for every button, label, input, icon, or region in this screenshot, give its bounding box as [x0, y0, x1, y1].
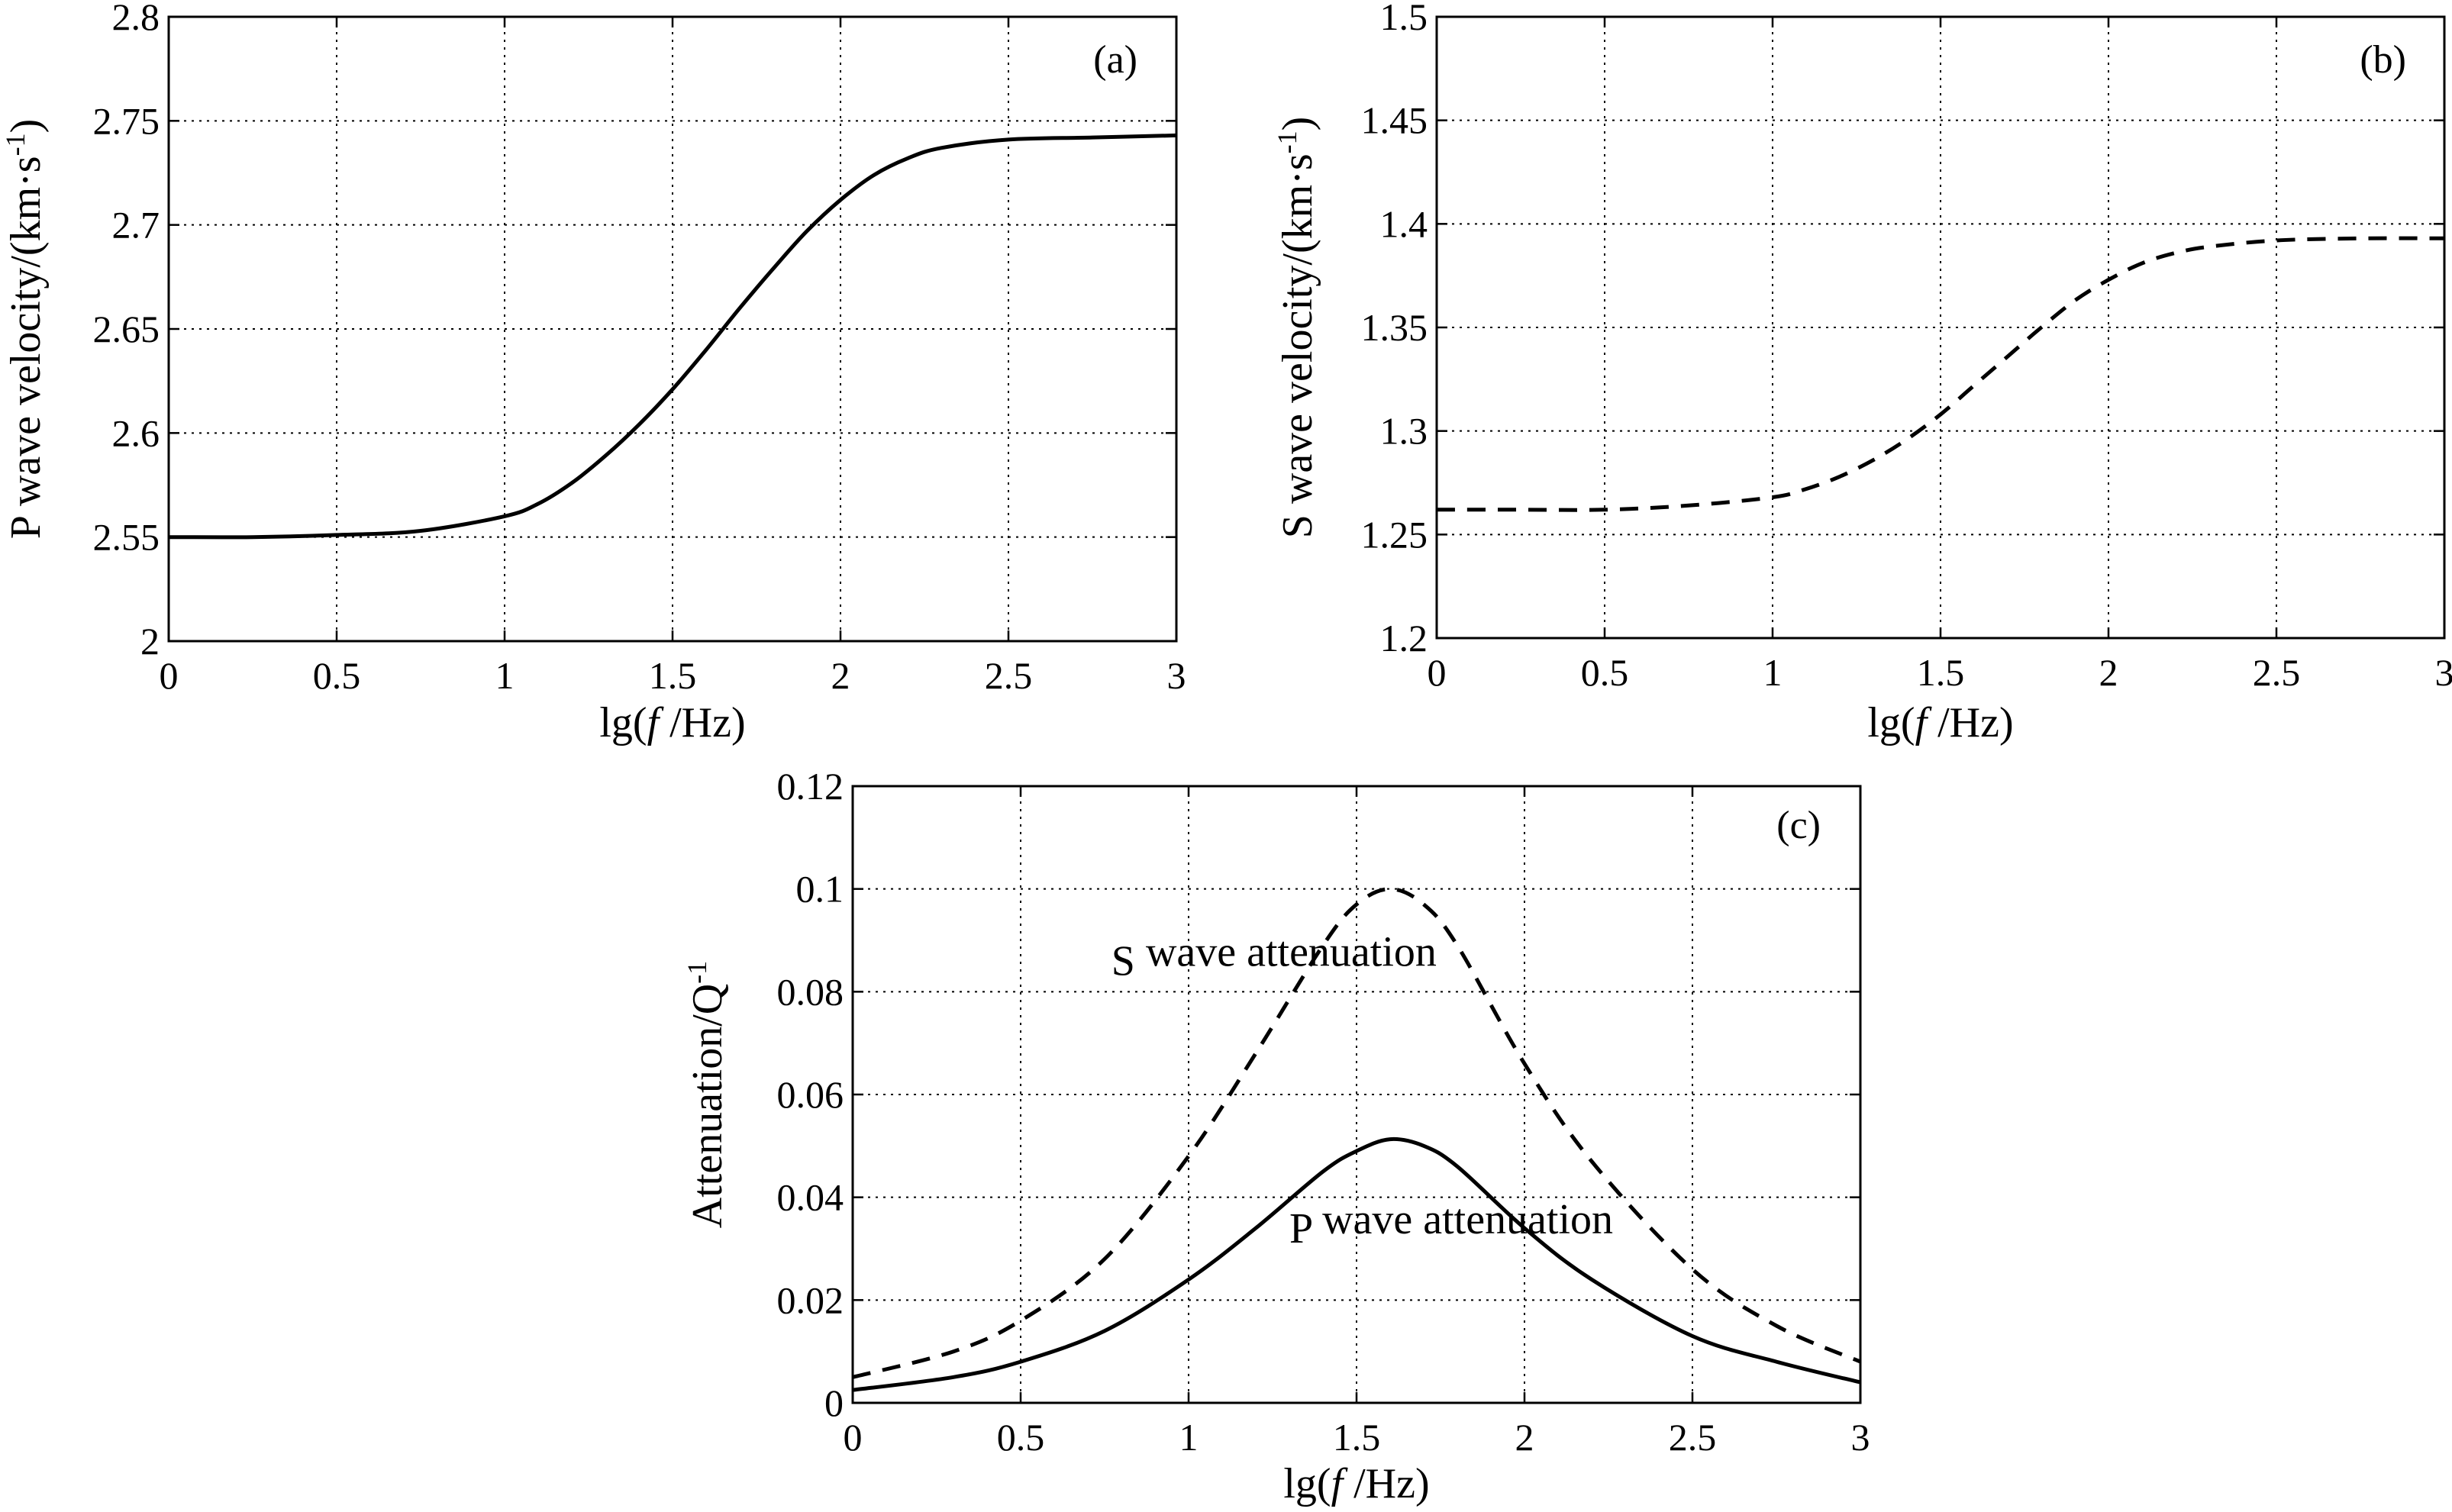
panel-a-frame [167, 15, 1178, 643]
panel-c-tag: (c) [1776, 804, 1821, 847]
panel-a-xtick-label: 0.5 [313, 654, 361, 697]
panel-c-ytick-label: 0.04 [777, 1176, 844, 1219]
panel-b-series-s-wave-velocity [1437, 236, 2445, 512]
panel-b-xtick-label: 1.5 [1917, 651, 1965, 694]
panel-c-series-p-wave-attenuation [852, 1136, 1861, 1392]
panel-b-xtick-label: 0.5 [1581, 651, 1629, 694]
panel-c-xtick-label: 0 [844, 1416, 863, 1459]
panel-b-xtick-label: 2 [2099, 651, 2118, 694]
panel-c-series [852, 887, 1861, 1392]
panel-c-ytick-labels: 0 0.02 0.04 0.06 0.08 0.1 0.12 [777, 765, 844, 1424]
panel-a-ytick-label: 2.75 [93, 99, 160, 142]
panel-b-ytick-label: 1.4 [1380, 202, 1428, 245]
panel-a-series-p-wave-velocity [168, 133, 1177, 540]
panel-b-ytick-label: 1.25 [1361, 513, 1428, 556]
panel-a-xtick-label: 2 [831, 654, 850, 697]
panel-c-series-s-wave-attenuation [852, 887, 1861, 1379]
panel-a-xtick-label: 1 [495, 654, 515, 697]
panel-a-grid [169, 17, 1176, 641]
panel-a-xtick-label: 3 [1167, 654, 1186, 697]
panel-c-xtick-label: 0.5 [997, 1416, 1045, 1459]
panel-c-xtick-label: 1.5 [1333, 1416, 1381, 1459]
panel-a-ytick-label: 2.65 [93, 308, 160, 350]
panel-c-ytick-label: 0.08 [777, 970, 844, 1013]
panel-c-ytick-label: 0.1 [796, 868, 844, 911]
panel-a-xtick-label: 0 [160, 654, 179, 697]
panel-b-series [1437, 236, 2445, 512]
panel-b-xtick-label: 1 [1763, 651, 1783, 694]
panel-c-ytick-label: 0.02 [777, 1278, 844, 1321]
panel-b-ytick-label: 1.35 [1361, 306, 1428, 349]
panel-a-ytick-label: 2.6 [112, 411, 160, 454]
panel-c-annotation: S wave attenuation [1111, 929, 1437, 985]
panel-a: 0 0.5 1 1.5 2 2.5 3 2 2.55 2.6 2.65 2.7 2.75 2.8 (a)… [0, 0, 1186, 746]
panel-a-series [168, 133, 1177, 540]
panel-c-xtick-label: 2 [1515, 1416, 1534, 1459]
panel-a-ytick-label: 2.55 [93, 516, 160, 559]
panel-b-ytick-label: 1.45 [1361, 99, 1428, 142]
panel-a-xtick-label: 2.5 [985, 654, 1033, 697]
panel-c-xlabel: lg(f /Hz) [1283, 1460, 1429, 1507]
panel-b-xlabel: lg(f /Hz) [1867, 699, 2013, 746]
panel-b-ytick-labels: 1.2 1.25 1.3 1.35 1.4 1.45 1.5 [1361, 0, 1428, 659]
panel-a-ylabel: P wave velocity/(km·s-1) [0, 119, 50, 539]
panel-b-xtick-label: 3 [2435, 651, 2452, 694]
panel-c-xtick-label: 2.5 [1669, 1416, 1717, 1459]
panel-c-ylabel: Attenuation/Q-1 [682, 961, 731, 1228]
panel-b-tag: (b) [2360, 38, 2406, 82]
panel-a-ytick-label: 2 [140, 620, 160, 663]
panel-c-frame [851, 785, 1862, 1404]
panel-b-ytick-label: 1.2 [1380, 617, 1428, 659]
panel-c: 0 0.5 1 1.5 2 2.5 3 0 0.02 0.04 0.06 0.08 0.1 0.12 S… [682, 765, 1870, 1507]
panel-c-ytick-label: 0.12 [777, 765, 844, 808]
panel-b: 0 0.5 1 1.5 2 2.5 3 1.2 1.25 1.3 1.35 1.4 1.45 1.5 (… [1272, 0, 2452, 746]
panel-c-xtick-labels: 0 0.5 1 1.5 2 2.5 3 [844, 1416, 1870, 1459]
panel-c-ytick-label: 0 [824, 1381, 844, 1424]
panel-b-ylabel: S wave velocity/(km·s-1) [1272, 117, 1321, 539]
panel-c-grid [853, 786, 1860, 1403]
panel-a-xlabel: lg(f /Hz) [599, 699, 745, 746]
panel-a-tag: (a) [1093, 38, 1137, 82]
panel-a-ytick-labels: 2 2.55 2.6 2.65 2.7 2.75 2.8 [93, 0, 160, 663]
panel-b-xtick-label: 2.5 [2253, 651, 2301, 694]
panel-c-annotation: P wave attenuation [1289, 1196, 1613, 1252]
panel-b-ytick-label: 1.3 [1380, 410, 1428, 453]
panel-b-xtick-labels: 0 0.5 1 1.5 2 2.5 3 [1428, 651, 2452, 694]
panel-b-frame [1435, 15, 2446, 640]
panel-a-xtick-labels: 0 0.5 1 1.5 2 2.5 3 [160, 654, 1186, 697]
panel-a-ytick-label: 2.8 [112, 0, 160, 38]
panel-c-xtick-label: 1 [1179, 1416, 1199, 1459]
panel-b-xtick-label: 0 [1428, 651, 1447, 694]
panel-c-ytick-label: 0.06 [777, 1073, 844, 1116]
panel-c-xtick-label: 3 [1851, 1416, 1870, 1459]
panel-b-ytick-label: 1.5 [1380, 0, 1428, 38]
panel-c-annotations: S wave attenuation P wave attenuation [1111, 929, 1613, 1252]
panel-b-grid [1437, 17, 2444, 638]
panel-a-ytick-label: 2.7 [112, 204, 160, 247]
panel-a-xtick-label: 1.5 [649, 654, 697, 697]
